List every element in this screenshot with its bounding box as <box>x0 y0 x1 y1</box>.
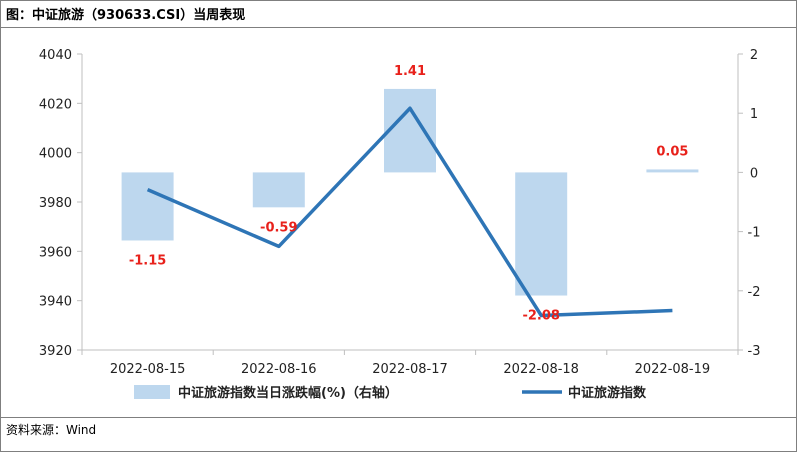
y-left-tick-label: 4040 <box>39 48 72 63</box>
x-tick-label: 2022-08-19 <box>635 362 711 377</box>
bar <box>252 172 305 208</box>
line-series <box>146 106 673 318</box>
tick-labels: 3920 3940 3960 3980 4000 4020 4040 -3 -2 -1 0 1 2 202… <box>39 48 761 377</box>
bar-series <box>121 88 699 296</box>
bar <box>515 172 568 296</box>
x-tick-label: 2022-08-18 <box>503 362 579 377</box>
bar-data-label: -1.15 <box>129 253 166 268</box>
y-left-tick-label: 3980 <box>39 196 72 211</box>
legend-label-bar: 中证旅游指数当日涨跌幅(%)（右轴） <box>178 385 398 401</box>
y-right-tick-label: -1 <box>748 226 761 241</box>
legend-label-line: 中证旅游指数 <box>568 385 647 401</box>
bar <box>121 172 174 241</box>
y-right-tick-label: -3 <box>748 344 761 359</box>
x-tick-label: 2022-08-17 <box>372 362 448 377</box>
bar <box>646 169 699 173</box>
x-tick-label: 2022-08-16 <box>241 362 317 377</box>
y-left-tick-label: 3920 <box>39 344 72 359</box>
bar-data-label: 0.05 <box>656 144 688 159</box>
bar-data-label: 1.41 <box>394 64 426 79</box>
bar-data-label: -0.59 <box>260 220 297 235</box>
chart-title: 图：中证旅游（930633.CSI）当周表现 <box>6 8 246 23</box>
bar-data-label: -2.08 <box>522 309 559 324</box>
y-right-tick-label: 0 <box>750 166 758 181</box>
data-labels: -1.15 -0.59 1.41 -2.08 0.05 <box>129 64 689 324</box>
index-line <box>146 106 673 318</box>
y-left-tick-label: 4020 <box>39 97 72 112</box>
y-right-tick-label: 2 <box>750 48 758 63</box>
y-right-tick-label: -2 <box>748 285 761 300</box>
title-divider <box>0 27 797 28</box>
legend-swatch-bar <box>134 385 170 399</box>
source-note: 资料来源：Wind <box>6 423 97 437</box>
chart-axes <box>77 53 743 355</box>
x-tick-label: 2022-08-15 <box>110 362 186 377</box>
y-left-tick-label: 4000 <box>39 147 72 162</box>
bar <box>384 88 436 173</box>
y-left-tick-label: 3940 <box>39 295 72 310</box>
source-divider <box>0 417 797 418</box>
legend: 中证旅游指数当日涨跌幅(%)（右轴） 中证旅游指数 <box>134 385 647 401</box>
y-right-tick-label: 1 <box>750 107 758 122</box>
y-left-tick-label: 3960 <box>39 245 72 260</box>
